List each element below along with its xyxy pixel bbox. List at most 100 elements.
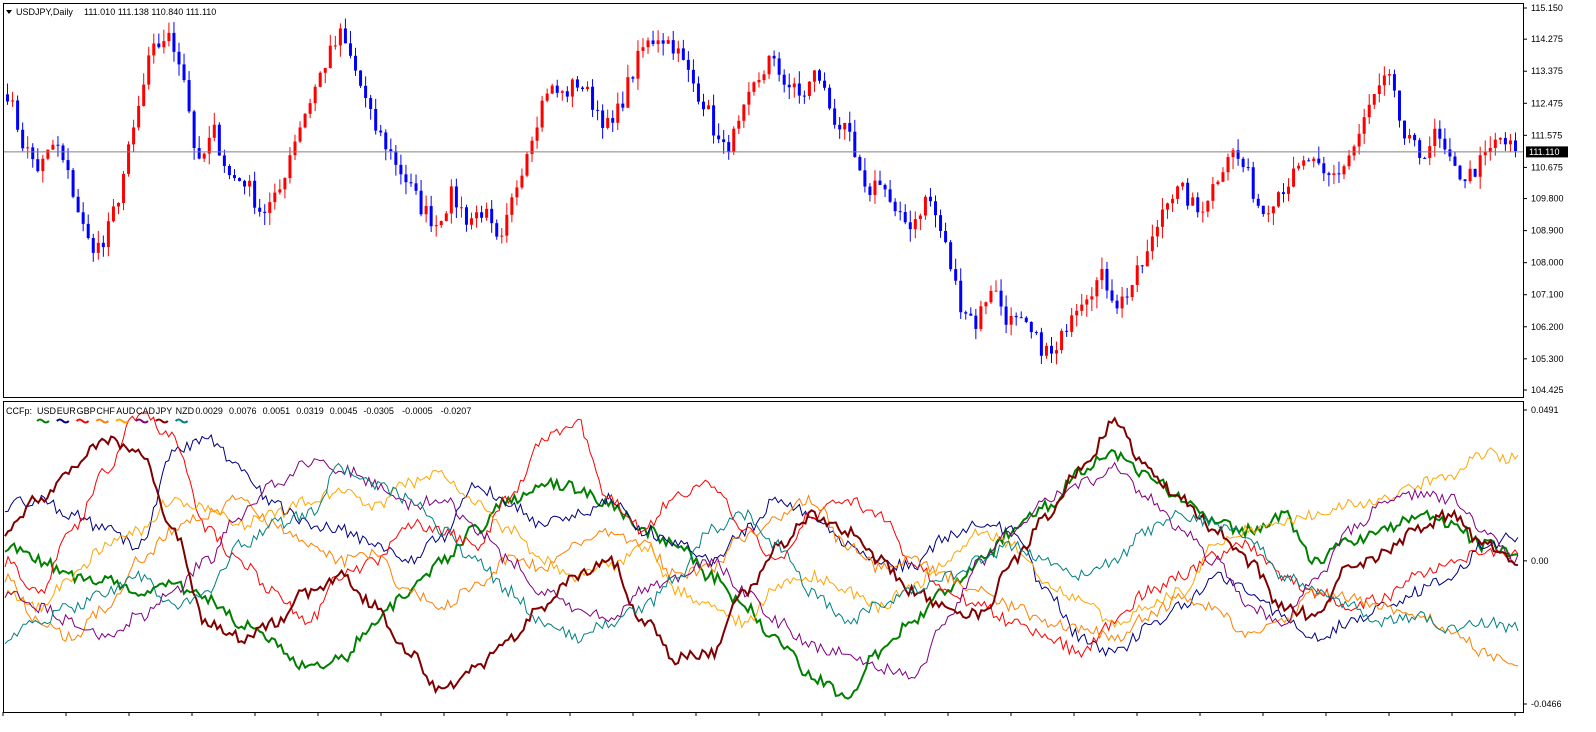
candle-body xyxy=(167,32,171,42)
candle-body xyxy=(646,40,650,48)
candle-body xyxy=(1493,139,1497,148)
candle-body xyxy=(959,280,963,313)
candle-body xyxy=(192,111,196,148)
candle-body xyxy=(1281,192,1285,194)
legend-value-cad: -0.0305 xyxy=(363,406,394,416)
candle-body xyxy=(308,103,312,114)
candle-body xyxy=(273,192,277,203)
candle-body xyxy=(1382,75,1386,86)
candle-body xyxy=(238,178,242,181)
candle-body xyxy=(575,79,579,88)
candle-body xyxy=(591,86,595,110)
candle-body xyxy=(732,128,736,153)
candle-body xyxy=(1387,74,1391,76)
indicator-tick-label: -0.0466 xyxy=(1531,699,1562,709)
candle-body xyxy=(454,186,458,208)
legend-chf: CHF xyxy=(96,406,115,416)
indicator-tick-label: 0.0491 xyxy=(1531,405,1559,415)
candle-body xyxy=(1297,165,1301,169)
candle-body xyxy=(1226,157,1230,173)
candle-body xyxy=(838,124,842,130)
candle-body xyxy=(1150,236,1154,252)
candle-body xyxy=(611,118,615,123)
candle-body xyxy=(323,67,327,73)
candle-body xyxy=(752,82,756,92)
candle-body xyxy=(177,51,181,65)
candle-body xyxy=(565,91,569,97)
candle-body xyxy=(918,215,922,220)
price-tick-label: 108.900 xyxy=(1531,226,1564,236)
candle-body xyxy=(722,139,726,143)
candle-body xyxy=(56,144,60,146)
candle-body xyxy=(1176,186,1180,199)
candle-body xyxy=(1155,226,1159,237)
candle-body xyxy=(707,105,711,110)
candle-body xyxy=(747,91,751,105)
candle-body xyxy=(1468,168,1472,182)
current-price-box xyxy=(1526,146,1568,158)
indicator-lines xyxy=(4,412,1519,700)
candle-body xyxy=(1029,321,1033,333)
candle-body xyxy=(96,242,100,253)
candle-body xyxy=(893,201,897,212)
candle-body xyxy=(1080,304,1084,311)
candle-body xyxy=(374,108,378,131)
candle-body xyxy=(71,170,75,197)
candle-body xyxy=(36,159,40,172)
candle-body xyxy=(1332,173,1336,175)
ccfp-line-nzd xyxy=(4,462,1519,645)
legend-value-eur: 0.0076 xyxy=(229,406,257,416)
candle-body xyxy=(187,80,191,112)
legend-swatch xyxy=(56,418,70,424)
candle-body xyxy=(404,174,408,183)
candle-body xyxy=(464,207,468,225)
candle-body xyxy=(1256,198,1260,206)
candle-body xyxy=(132,127,136,145)
candle-body xyxy=(419,190,423,215)
candle-body xyxy=(525,154,529,176)
dropdown-triangle-icon[interactable] xyxy=(6,10,12,14)
candle-body xyxy=(1302,160,1306,166)
indicator-axis: 0.0491 0.00 -0.0466 xyxy=(1523,405,1562,709)
candle-body xyxy=(777,58,781,75)
candle-body xyxy=(248,180,252,187)
candle-body xyxy=(202,153,206,159)
candle-body xyxy=(51,144,55,150)
candle-body xyxy=(717,135,721,140)
candle-body xyxy=(1392,74,1396,91)
candle-body xyxy=(570,79,574,97)
candle-body xyxy=(1453,156,1457,166)
candle-body xyxy=(1403,120,1407,139)
candle-body xyxy=(1216,181,1220,185)
candle-body xyxy=(984,302,988,307)
legend-value-gbp: 0.0051 xyxy=(263,406,291,416)
candle-body xyxy=(61,145,65,161)
legend-swatch xyxy=(115,418,129,424)
candle-body xyxy=(762,74,766,80)
candle-body xyxy=(111,206,115,222)
candle-body xyxy=(1438,128,1442,139)
candle-body xyxy=(268,202,272,213)
price-axis: 115.150 114.275 113.375 112.475 111.575 110.6… xyxy=(1523,3,1564,395)
candle-body xyxy=(908,222,912,230)
ccfp-line-eur xyxy=(4,433,1519,657)
candle-body xyxy=(1034,332,1038,334)
candle-body xyxy=(1206,200,1210,212)
candle-body xyxy=(555,85,559,93)
candle-body xyxy=(792,83,796,88)
candle-body xyxy=(116,202,120,207)
candle-body xyxy=(848,122,852,132)
candle-body xyxy=(923,196,927,216)
candle-body xyxy=(31,147,35,160)
candle-body xyxy=(676,48,680,54)
candle-body xyxy=(1513,140,1517,152)
candle-body xyxy=(913,219,917,230)
candle-body xyxy=(878,180,882,185)
candle-body xyxy=(621,103,625,108)
candle-body xyxy=(807,81,811,97)
candle-body xyxy=(1307,160,1311,162)
candle-body xyxy=(540,100,544,128)
candle-body xyxy=(1246,167,1250,169)
candle-body xyxy=(1085,299,1089,305)
